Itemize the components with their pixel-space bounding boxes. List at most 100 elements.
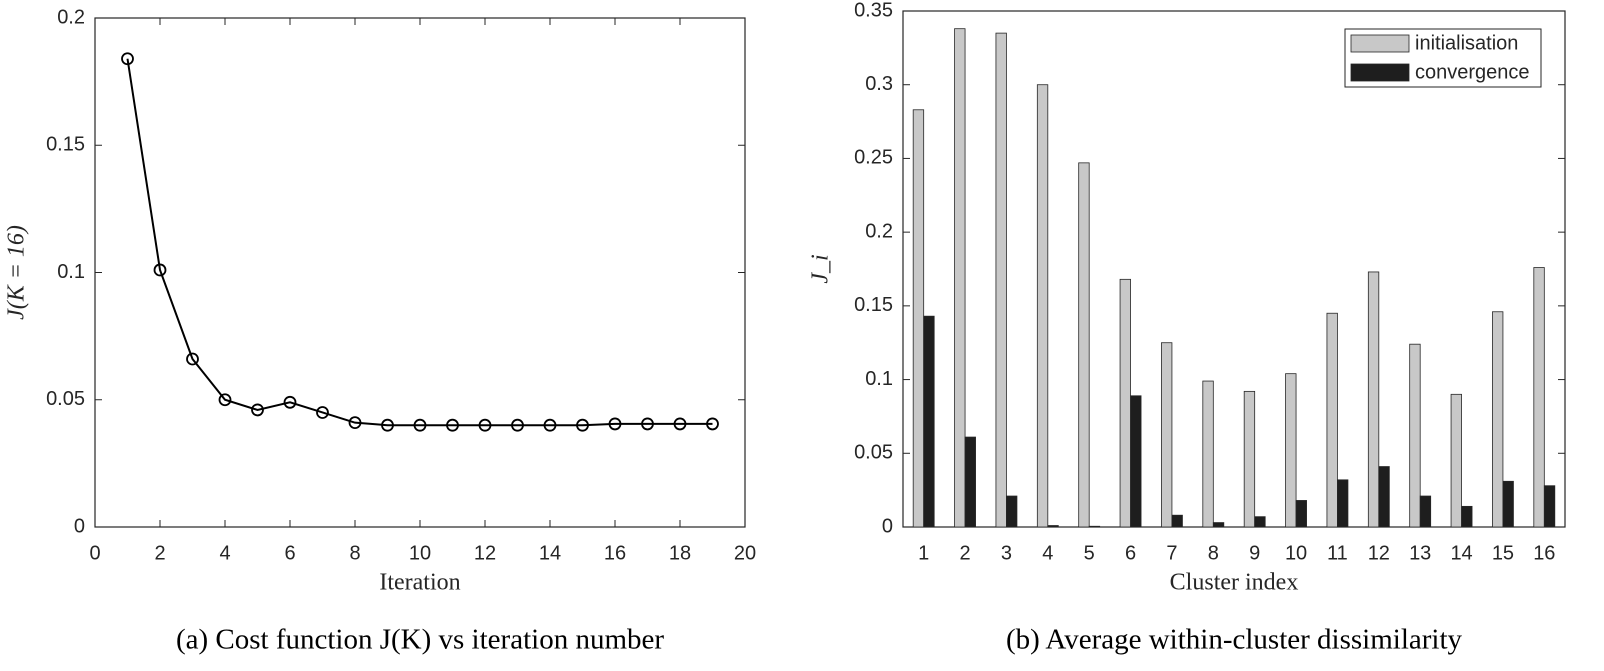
- legend: initialisation convergence: [1344, 28, 1542, 88]
- x-tick-label: 4: [219, 542, 230, 564]
- caption: (a) Cost function J(K) vs iteration numb…: [176, 624, 664, 656]
- bar: [1461, 505, 1473, 528]
- bar: [1367, 271, 1380, 528]
- legend-label: convergence: [1415, 61, 1530, 83]
- x-tick-label: 14: [539, 542, 561, 564]
- y-tick-label: 0.05: [854, 442, 893, 464]
- bar: [1337, 479, 1349, 528]
- legend-label: initialisation: [1415, 32, 1518, 54]
- x-axis-label: Cluster index: [1170, 570, 1299, 596]
- x-tick-label: 11: [1327, 542, 1348, 564]
- x-tick-label: 14: [1450, 542, 1472, 564]
- x-tick-label: 15: [1492, 542, 1514, 564]
- data-marker: [673, 417, 687, 431]
- x-tick-label: 8: [1208, 542, 1219, 564]
- x-tick-label: 16: [1533, 542, 1555, 564]
- x-tick-label: 10: [409, 542, 431, 564]
- bar: [1533, 267, 1545, 528]
- data-marker: [478, 418, 492, 432]
- y-tick-label: 0.35: [854, 0, 893, 21]
- x-tick-label: 10: [1285, 542, 1307, 564]
- axes-box: [902, 10, 1566, 528]
- y-tick-label: 0.2: [57, 6, 85, 28]
- bar: [1202, 380, 1214, 528]
- bar: [1243, 390, 1256, 528]
- bar: [954, 28, 966, 528]
- y-tick-label: 0.15: [854, 294, 893, 316]
- y-tick-label: 0: [882, 515, 893, 537]
- x-tick-label: 8: [349, 542, 360, 564]
- data-marker: [511, 418, 524, 432]
- bar: [1212, 522, 1225, 528]
- bar: [1047, 525, 1059, 528]
- bar: [995, 32, 1007, 528]
- bar: [1130, 395, 1142, 528]
- bar: [1285, 373, 1297, 528]
- bar: [1254, 516, 1266, 528]
- y-tick-label: 0.15: [46, 134, 85, 156]
- bar: [1006, 495, 1018, 528]
- axes-box: [94, 17, 746, 528]
- bar: [1171, 514, 1183, 528]
- bar: [1161, 342, 1173, 528]
- bar: [1088, 525, 1101, 528]
- x-tick-label: 1: [918, 542, 929, 564]
- data-marker: [218, 393, 232, 407]
- bar: [1378, 466, 1390, 528]
- bar: [1078, 162, 1090, 528]
- data-marker: [706, 417, 719, 431]
- caption: (b) Average within-cluster dissimilarity: [1006, 624, 1463, 656]
- bar: [923, 315, 935, 528]
- data-marker: [251, 403, 264, 417]
- data-marker: [186, 352, 199, 366]
- data-line: [126, 58, 713, 427]
- y-tick-label: 0.1: [865, 368, 893, 390]
- legend-swatch: [1350, 34, 1410, 53]
- data-marker: [608, 417, 622, 431]
- bar: [1119, 278, 1131, 528]
- bar: [1450, 393, 1462, 528]
- bar: [1419, 495, 1432, 528]
- data-marker: [641, 417, 654, 431]
- y-tick-label: 0: [74, 515, 85, 537]
- bar: [1502, 480, 1514, 528]
- x-tick-label: 2: [154, 542, 165, 564]
- data-marker: [316, 406, 329, 419]
- data-marker: [446, 418, 459, 432]
- bar: [1295, 500, 1307, 528]
- bar: [912, 109, 925, 528]
- data-marker: [283, 395, 297, 409]
- x-tick-label: 16: [604, 542, 626, 564]
- x-tick-label: 6: [1125, 542, 1136, 564]
- data-marker: [348, 416, 362, 430]
- bar: [1326, 312, 1338, 528]
- data-marker: [543, 418, 557, 432]
- data-marker: [153, 263, 167, 277]
- x-tick-label: 12: [474, 542, 496, 564]
- x-tick-label: 12: [1368, 542, 1390, 564]
- x-tick-label: 5: [1084, 542, 1095, 564]
- data-marker: [576, 418, 589, 432]
- x-tick-label: 3: [1001, 542, 1012, 564]
- bar: [1543, 485, 1556, 528]
- x-tick-label: 9: [1249, 542, 1260, 564]
- x-tick-label: 13: [1409, 542, 1431, 564]
- x-tick-label: 7: [1166, 542, 1177, 564]
- bar: [1036, 84, 1049, 528]
- bar: [1492, 311, 1504, 528]
- y-axis-label: J_i: [808, 254, 834, 283]
- x-tick-label: 20: [734, 542, 756, 564]
- bar: [1409, 343, 1421, 528]
- x-tick-label: 2: [960, 542, 971, 564]
- y-axis-label: J(K = 16): [4, 225, 30, 320]
- data-marker: [121, 52, 134, 66]
- data-marker: [413, 418, 427, 432]
- x-tick-label: 18: [669, 542, 691, 564]
- legend-swatch: [1350, 63, 1410, 82]
- y-tick-label: 0.2: [865, 220, 893, 242]
- x-tick-label: 6: [284, 542, 295, 564]
- x-tick-label: 0: [89, 542, 100, 564]
- y-tick-label: 0.3: [865, 73, 893, 95]
